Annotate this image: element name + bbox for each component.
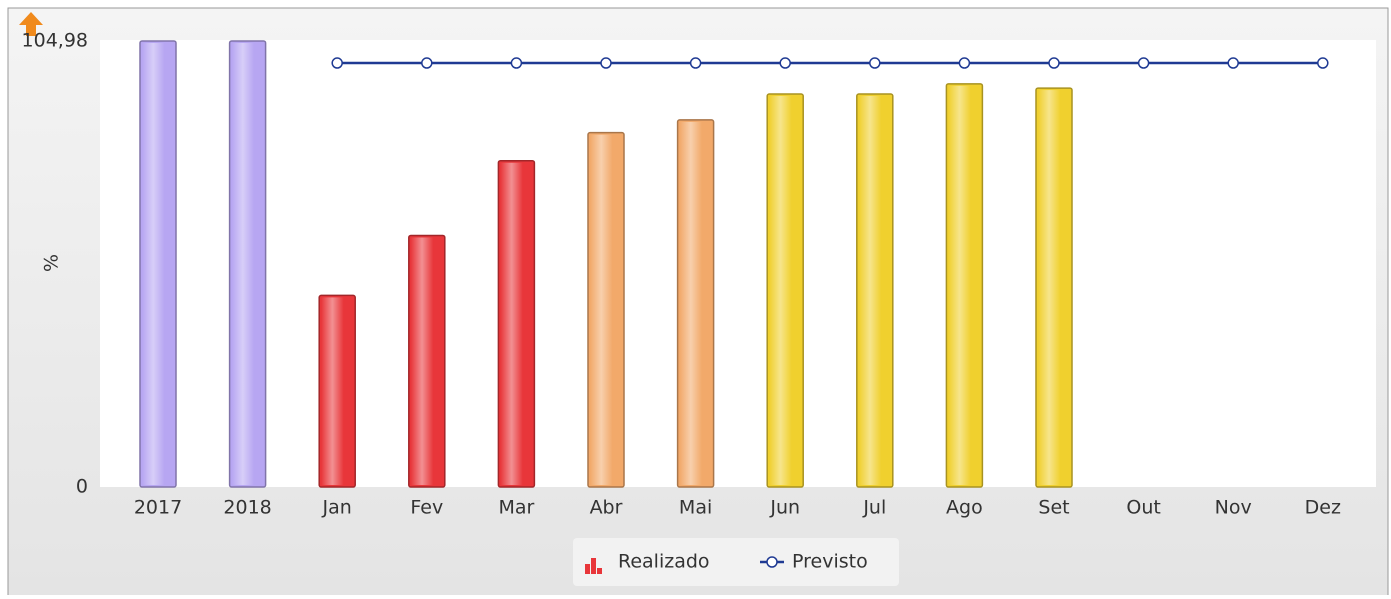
x-tick-label: Mai [679,497,712,519]
line-marker [689,57,702,69]
bar-shine [590,134,622,485]
bar-shine [410,237,443,485]
x-tick-label: Out [1126,497,1160,519]
x-tick-label: Fev [410,497,443,519]
legend-icon [597,568,602,574]
y-tick-label: 104,98 [22,30,88,52]
bar-shine [500,162,533,485]
line-marker [331,57,343,69]
bar-shine [769,96,802,485]
bar-shine [679,121,712,486]
legend-label: Realizado [618,551,710,573]
y-axis-label: % [41,254,63,272]
legend-box [573,538,899,586]
line-marker [869,57,881,69]
x-tick-label: Mar [498,497,534,519]
bar-shine [231,43,264,485]
y-tick-label: 0 [76,476,88,498]
x-tick-label: Abr [590,497,623,519]
line-marker [779,57,791,69]
plot-area [100,40,1376,487]
legend: Realizado Previsto [573,538,899,586]
line-marker [1048,57,1060,69]
x-tick-label: Jan [322,497,352,519]
arrow-icon[interactable] [19,12,43,36]
bar-shine [321,297,354,485]
line-marker [958,57,971,69]
legend-icon [766,556,778,568]
legend-icon [585,564,590,574]
bar-shine [948,85,981,485]
x-tick-label: Ago [946,497,983,519]
line-marker [1227,57,1239,69]
legend-label: Previsto [792,551,868,573]
line-marker [510,57,523,69]
line-marker [421,57,433,69]
x-tick-label: 2018 [223,497,271,519]
x-tick-label: Dez [1305,497,1341,519]
bar-shine [858,96,891,485]
x-tick-label: Nov [1215,497,1252,519]
line-marker [600,57,612,69]
x-tick-label: Set [1038,497,1069,519]
bar-shine [1038,90,1070,486]
line-marker [1317,57,1329,69]
x-tick-label: Jul [862,497,886,519]
bar-shine [142,43,174,485]
x-tick-label: Jun [769,497,800,519]
legend-icon [591,558,596,574]
line-marker [1137,57,1150,69]
x-tick-label: 2017 [134,497,182,519]
